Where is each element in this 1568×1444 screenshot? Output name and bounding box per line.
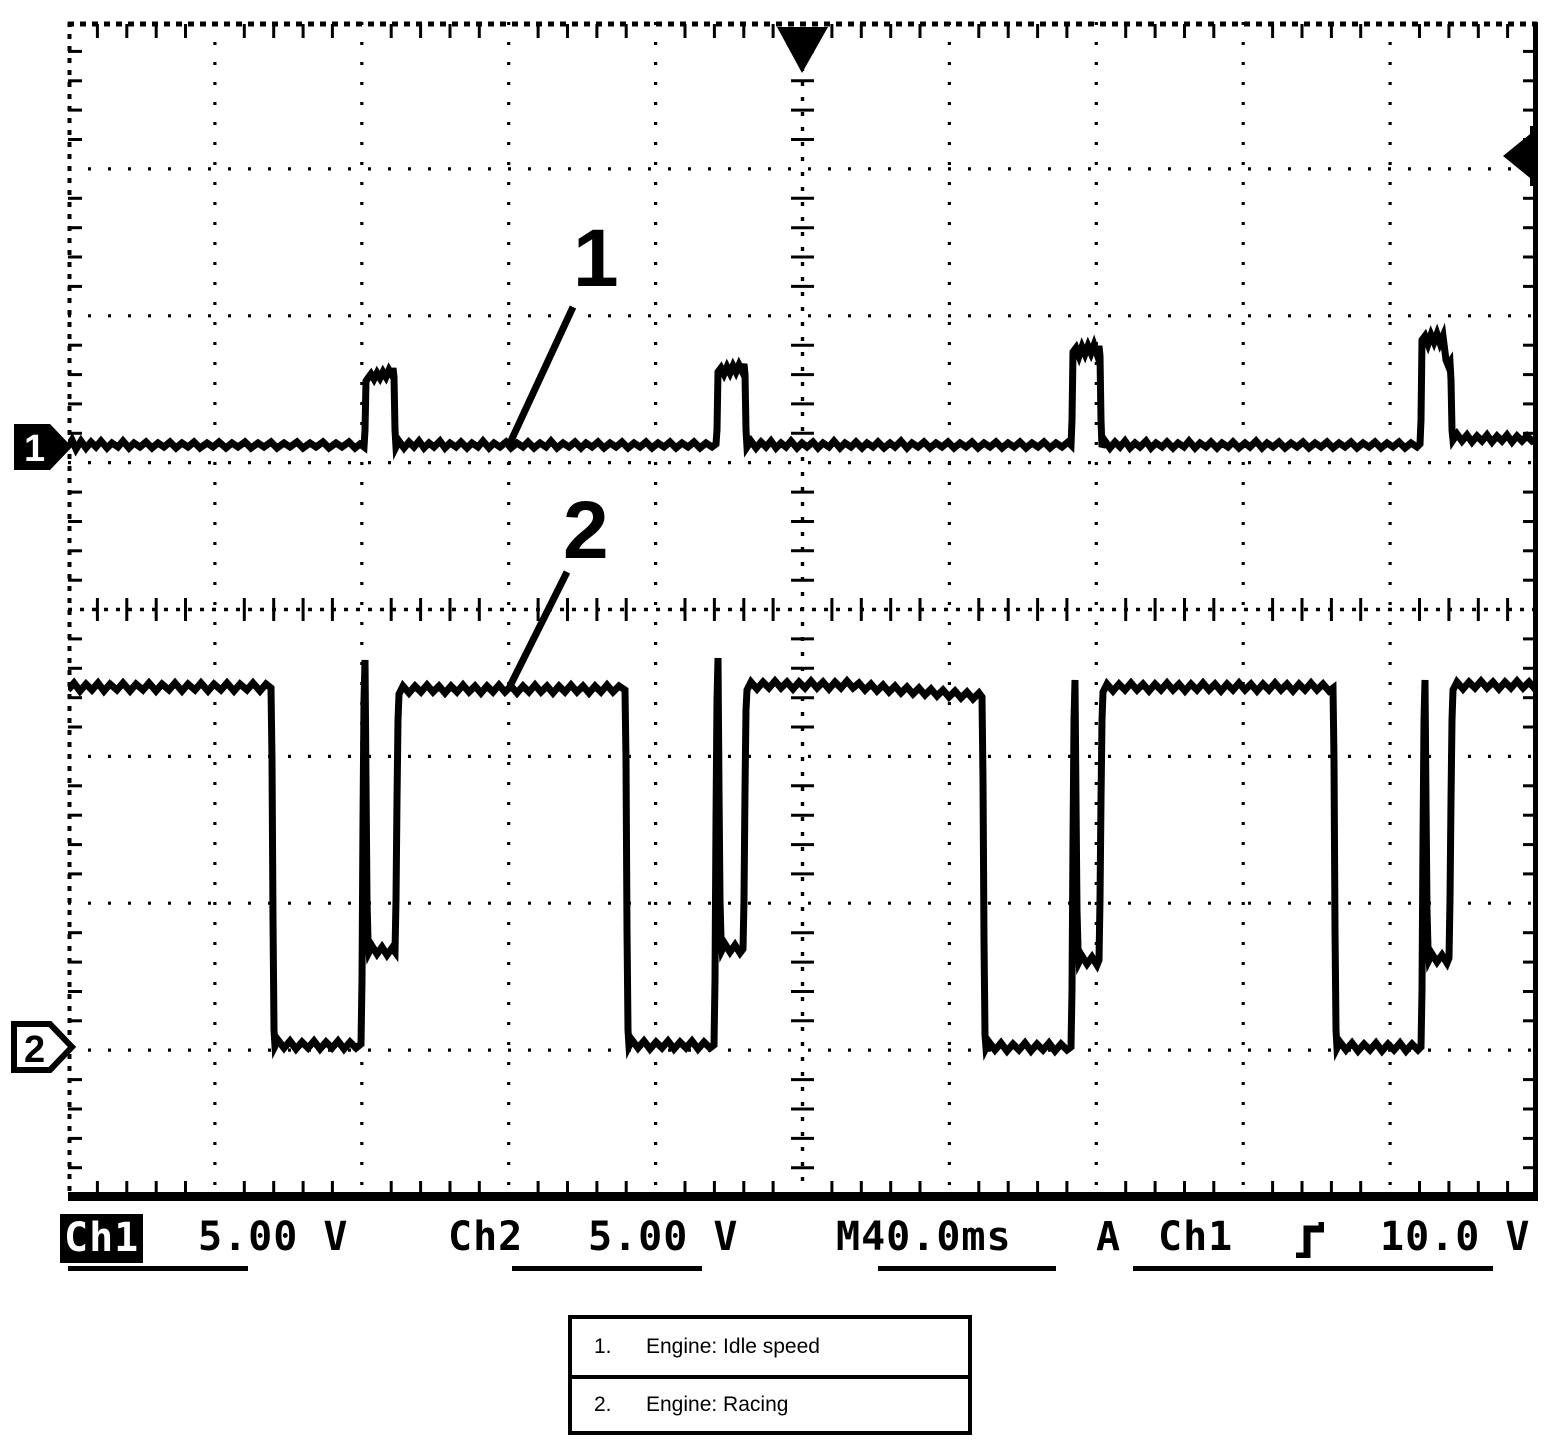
ch2-scale-button[interactable]: Ch2 <box>448 1214 524 1260</box>
legend-row-2: 2. Engine: Racing <box>572 1375 968 1431</box>
ch2-trace <box>68 657 1538 1062</box>
ch1-trace <box>68 322 1538 461</box>
status-bar: Ch1 5.00 V Ch2 5.00 V M40.0ms A Ch1 10.0… <box>0 1204 1568 1274</box>
ch1-scale-button[interactable]: Ch1 <box>60 1214 144 1263</box>
trigger-source-value[interactable]: Ch1 <box>1158 1214 1234 1260</box>
ch1-position-marker-label: 1 <box>24 428 45 470</box>
screen-background <box>0 0 1568 1210</box>
legend-row-1: 1. Engine: Idle speed <box>572 1319 968 1375</box>
legend-index-2: 2. <box>594 1393 612 1416</box>
graticule-center-ticks <box>95 49 1510 1170</box>
trigger-position-triangle[interactable] <box>777 27 828 73</box>
bottom-edge-ticks <box>95 1181 1510 1192</box>
graticule-center-axes <box>68 22 1537 1197</box>
scope-screen: 1 2 1 <box>0 0 1568 1210</box>
rising-edge-icon[interactable] <box>1294 1220 1326 1260</box>
legend-label-2: Engine: Racing <box>646 1393 789 1416</box>
right-edge-ticks <box>1523 49 1537 1170</box>
trigger-underline <box>1133 1266 1493 1271</box>
legend-box: 1. Engine: Idle speed 2. Engine: Racing <box>568 1315 972 1435</box>
ch1-scale-value[interactable]: 5.00 V <box>198 1214 349 1260</box>
ch2-underline <box>512 1266 702 1271</box>
legend-label-1: Engine: Idle speed <box>646 1335 820 1358</box>
ch1-position-marker[interactable]: 1 <box>14 424 72 470</box>
left-edge-ticks <box>68 49 82 1170</box>
trigger-level-value[interactable]: 10.0 V <box>1380 1214 1531 1260</box>
callout-1-label: 1 <box>573 213 619 304</box>
ch2-scale-value[interactable]: 5.00 V <box>588 1214 739 1260</box>
timebase-value[interactable]: M40.0ms <box>836 1214 1012 1260</box>
legend-index-1: 1. <box>594 1335 612 1358</box>
trigger-state-label: A <box>1096 1214 1122 1260</box>
ch2-position-marker-label: 2 <box>24 1029 45 1071</box>
callout-1-leader-line <box>506 305 577 445</box>
ch2-position-marker[interactable]: 2 <box>11 1021 77 1073</box>
callout-2-label: 2 <box>563 485 609 576</box>
callout-2-leader-line <box>506 570 571 688</box>
screen-bottom-border <box>68 1192 1538 1201</box>
callout-1: 1 <box>506 213 619 445</box>
top-edge-ticks <box>95 24 1510 38</box>
trigger-level-arrow[interactable] <box>1503 126 1538 186</box>
callout-2: 2 <box>506 485 609 688</box>
timebase-underline <box>878 1266 1056 1271</box>
ch1-underline <box>68 1266 248 1271</box>
